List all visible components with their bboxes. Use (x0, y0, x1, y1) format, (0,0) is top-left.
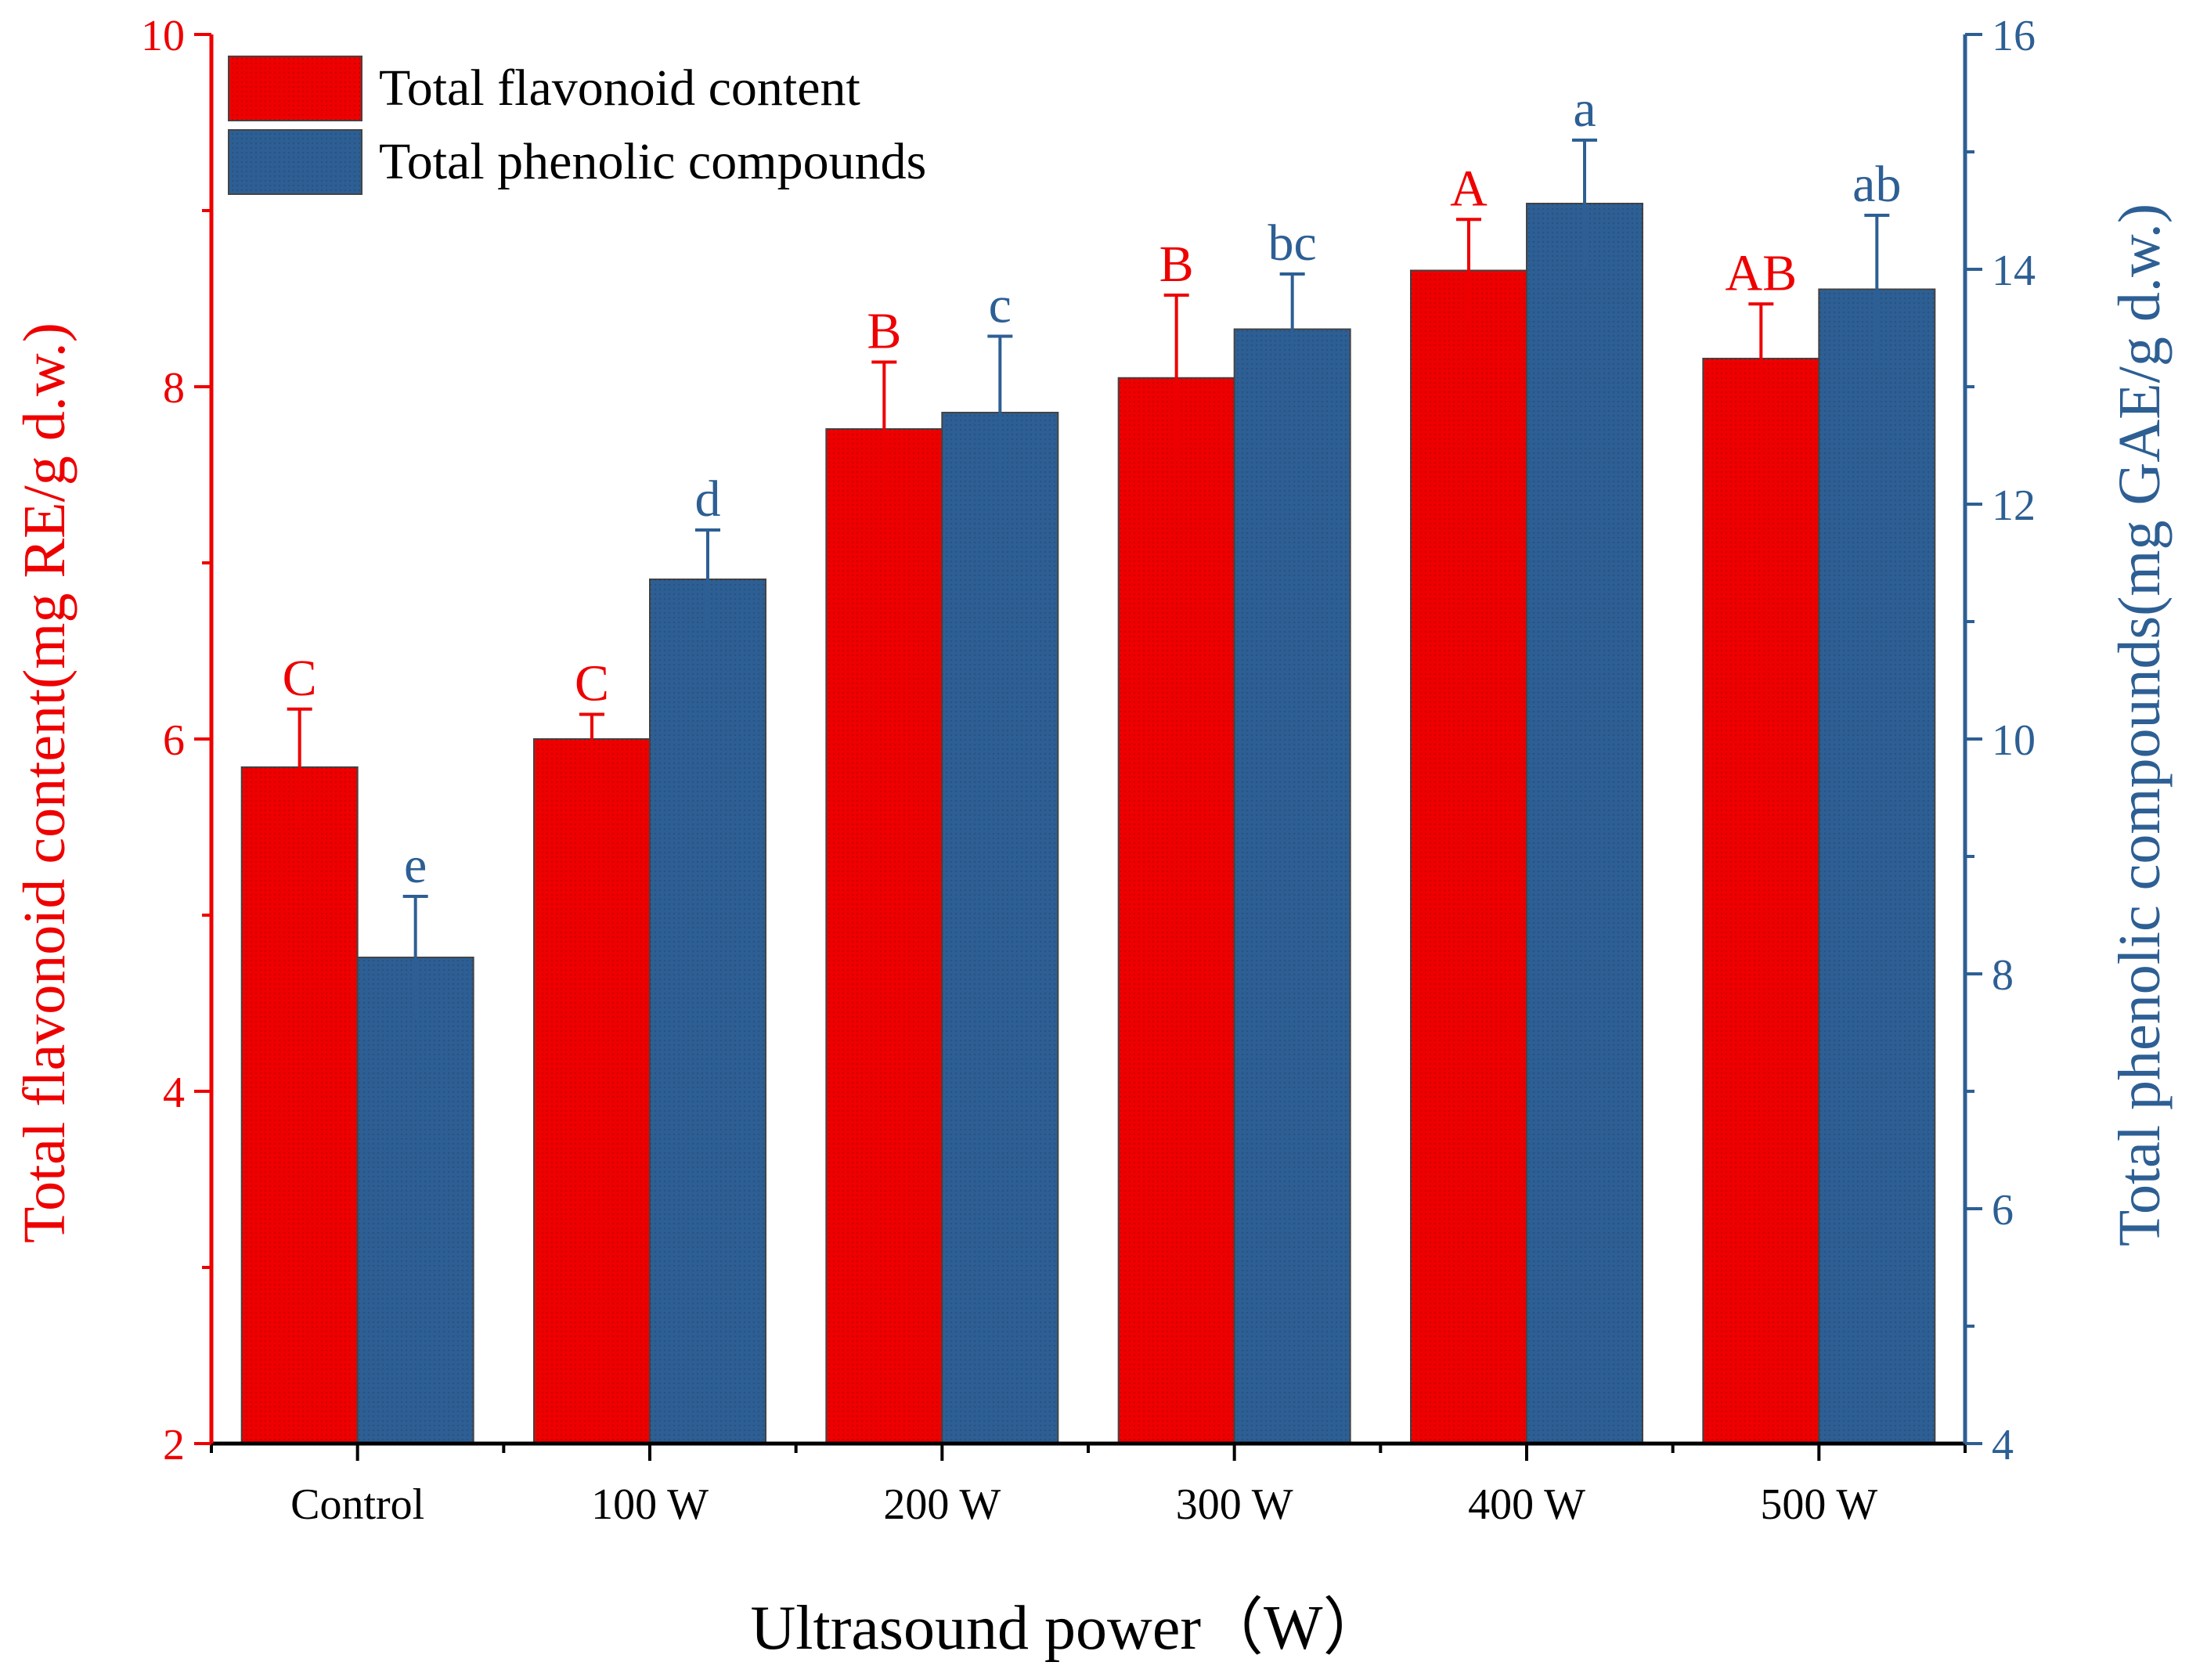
axes-layer: Control 100 W 200 W 300 W 400 W 500 W 2 4 6 8 10 4 6… (141, 12, 2036, 1529)
left-y-axis-title: Total flavonoid content(mg RE/g d.w.) (12, 323, 78, 1243)
bar-texture-0-0 (241, 767, 358, 1444)
legend-swatch-texture-1 (229, 130, 362, 194)
bar-texture-1-0 (357, 957, 474, 1444)
significance-label-1-5: ab (1852, 156, 1901, 213)
x-tick-label-0: Control (290, 1480, 424, 1529)
significance-label-0-4: A (1450, 160, 1488, 217)
left-y-tick-label-1: 4 (163, 1069, 185, 1117)
x-tick-label-5: 500 W (1760, 1480, 1877, 1529)
x-tick-label-3: 300 W (1176, 1480, 1293, 1529)
significance-label-1-4: a (1573, 81, 1596, 138)
x-tick-label-2: 200 W (883, 1480, 1001, 1529)
x-axis-title: Ultrasound power（W） (751, 1594, 1386, 1663)
error-bars-layer (287, 139, 1890, 1018)
x-tick-label-4: 400 W (1468, 1480, 1585, 1529)
bar-texture-0-1 (534, 739, 650, 1444)
significance-label-0-5: AB (1725, 244, 1797, 301)
bar-texture-1-2 (942, 413, 1058, 1444)
bar-texture-0-3 (1118, 377, 1235, 1444)
legend-label-1: Total phenolic compounds (379, 133, 926, 190)
right-y-tick-label-2: 8 (1992, 951, 2014, 1000)
right-y-tick-label-1: 6 (1992, 1186, 2014, 1235)
significance-label-1-1: d (695, 470, 721, 528)
bar-texture-0-2 (826, 429, 943, 1444)
right-y-tick-label-0: 4 (1992, 1421, 2014, 1469)
legend-swatch-texture-0 (229, 56, 362, 121)
left-y-tick-label-0: 2 (163, 1421, 185, 1469)
right-y-tick-label-4: 12 (1992, 481, 2036, 530)
left-y-tick-label-3: 8 (163, 364, 185, 413)
significance-label-0-0: C (283, 650, 317, 707)
legend: Total flavonoid content Total phenolic co… (228, 56, 926, 195)
bar-texture-1-1 (650, 579, 766, 1444)
x-tick-label-1: 100 W (591, 1480, 709, 1529)
significance-label-1-2: c (989, 277, 1012, 334)
left-y-tick-label-4: 10 (141, 12, 185, 60)
right-y-tick-label-6: 16 (1992, 12, 2036, 60)
right-y-axis-title: Total phenolic compounds(mg GAE/g d.w.) (2107, 204, 2173, 1246)
significance-label-0-1: C (575, 655, 609, 712)
bar-texture-0-4 (1411, 270, 1527, 1444)
significance-label-1-3: bc (1268, 215, 1317, 272)
bar-texture-1-5 (1819, 289, 1935, 1444)
left-y-tick-label-2: 6 (163, 716, 185, 765)
right-y-tick-label-3: 10 (1992, 716, 2036, 765)
significance-label-1-0: e (404, 837, 427, 894)
right-y-tick-label-5: 14 (1992, 247, 2036, 295)
bar-texture-0-5 (1703, 359, 1819, 1444)
significance-label-0-3: B (1159, 236, 1194, 293)
bar-texture-1-4 (1527, 204, 1643, 1444)
significance-label-0-2: B (867, 303, 901, 360)
bar-texture-1-3 (1234, 329, 1351, 1444)
bars-layer (240, 203, 1936, 1444)
legend-label-0: Total flavonoid content (379, 59, 860, 117)
significance-labels-layer: C C B B A AB e d c bc a ab (283, 81, 1902, 894)
